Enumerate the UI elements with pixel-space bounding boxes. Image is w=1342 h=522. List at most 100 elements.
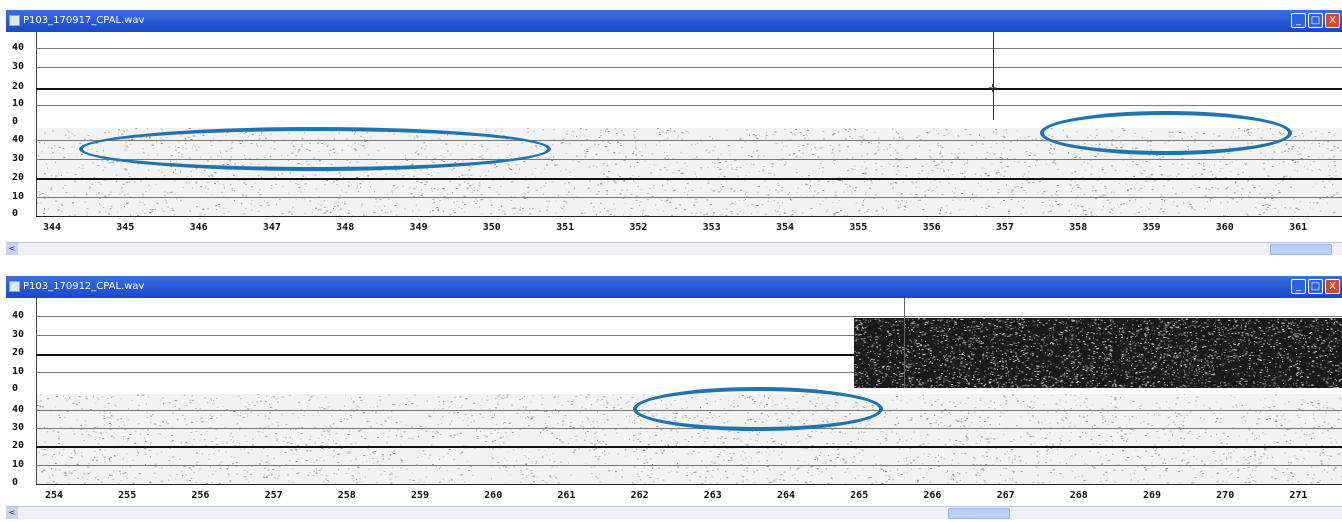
gridline [36, 428, 1342, 429]
file-icon [9, 281, 20, 292]
horizontal-scrollbar[interactable]: < [6, 506, 1342, 519]
gridline [36, 140, 1342, 141]
y-tick-label: 30 [12, 329, 25, 340]
window-title: P103_170917_CPAL.wav [23, 15, 145, 26]
scroll-thumb[interactable] [1270, 244, 1332, 255]
x-tick-label: 357 [995, 222, 1014, 233]
x-tick-label: 344 [42, 222, 62, 233]
x-tick-label: 271 [1289, 490, 1308, 501]
highlight-ellipse [79, 127, 551, 171]
gridline [36, 159, 1342, 160]
highlight-ellipse [1040, 111, 1292, 155]
minimize-button[interactable]: _ [1291, 13, 1306, 28]
x-tick-label: 259 [410, 490, 430, 501]
x-axis [36, 484, 1342, 485]
x-tick-label: 348 [336, 222, 355, 233]
scroll-left-arrow-icon[interactable]: < [6, 507, 18, 519]
x-tick-label: 351 [556, 222, 575, 233]
gridline [36, 105, 1342, 106]
gridline [36, 465, 1342, 466]
title-bar[interactable]: P103_170912_CPAL.wav _ □ X [6, 276, 1342, 298]
maximize-button[interactable]: □ [1308, 279, 1323, 294]
gridline [36, 446, 1342, 448]
x-tick-label: 359 [1142, 222, 1161, 233]
x-tick-label: 356 [922, 222, 941, 233]
y-tick-label: 10 [12, 459, 25, 470]
window-title: P103_170912_CPAL.wav [23, 281, 145, 292]
y-tick-label: 40 [12, 310, 25, 321]
y-tick-label: 30 [12, 61, 25, 72]
x-tick-label: 264 [776, 490, 796, 501]
file-icon [9, 15, 20, 26]
gridline [36, 316, 1342, 317]
title-bar[interactable]: P103_170917_CPAL.wav _ □ X [6, 10, 1342, 32]
y-tick-label: 0 [12, 116, 19, 127]
x-tick-label: 254 [44, 490, 64, 501]
dark-spectrogram-block [854, 318, 1342, 388]
x-tick-label: 358 [1069, 222, 1088, 233]
cursor-line [904, 298, 905, 388]
gridline [36, 178, 1342, 180]
x-tick-label: 266 [923, 490, 942, 501]
gridline [36, 88, 1342, 90]
spectrogram-window-2: P103_170912_CPAL.wav _ □ X 40 30 20 10 0… [6, 276, 1342, 520]
y-tick-label: 20 [12, 172, 25, 183]
x-tick-label: 347 [262, 222, 281, 233]
x-tick-label: 352 [629, 222, 648, 233]
x-tick-label: 265 [850, 490, 869, 501]
y-tick-label: 10 [12, 98, 25, 109]
x-tick-label: 353 [702, 222, 721, 233]
scroll-left-arrow-icon[interactable]: < [6, 243, 18, 255]
y-axis [36, 128, 37, 216]
x-tick-label: 257 [264, 490, 283, 501]
x-tick-label: 258 [337, 490, 356, 501]
x-tick-label: 355 [849, 222, 868, 233]
y-tick-label: 20 [12, 440, 25, 451]
x-tick-label: 349 [409, 222, 428, 233]
x-tick-label: 360 [1215, 222, 1234, 233]
y-tick-label: 0 [12, 383, 19, 394]
x-tick-label: 260 [484, 490, 503, 501]
gridline [36, 197, 1342, 198]
x-tick-label: 261 [557, 490, 576, 501]
y-tick-label: 40 [12, 134, 25, 145]
scroll-thumb[interactable] [948, 508, 1010, 519]
gridline [36, 67, 1342, 68]
x-tick-label: 255 [118, 490, 137, 501]
y-tick-label: 40 [12, 42, 25, 53]
horizontal-scrollbar[interactable]: < [6, 242, 1342, 255]
y-tick-label: 20 [12, 81, 25, 92]
maximize-button[interactable]: □ [1308, 13, 1323, 28]
x-tick-label: 268 [1069, 490, 1088, 501]
y-axis [36, 394, 37, 484]
dark-noise [854, 318, 1342, 388]
y-axis [36, 32, 37, 128]
x-tick-label: 269 [1142, 490, 1162, 501]
y-tick-label: 40 [12, 404, 25, 415]
spectrogram-window-1: P103_170917_CPAL.wav _ □ X 40 30 20 10 0… [6, 10, 1342, 262]
close-button[interactable]: X [1325, 279, 1340, 294]
y-tick-label: 20 [12, 347, 25, 358]
x-tick-label: 350 [482, 222, 501, 233]
x-tick-label: 262 [630, 490, 649, 501]
gridline [36, 48, 1342, 49]
x-tick-label: 346 [189, 222, 208, 233]
x-tick-label: 270 [1216, 490, 1235, 501]
highlight-ellipse [633, 387, 883, 431]
cursor-line [993, 32, 994, 120]
gridline [36, 335, 1342, 336]
close-button[interactable]: X [1325, 13, 1340, 28]
y-axis [36, 298, 37, 394]
y-tick-label: 30 [12, 153, 25, 164]
x-tick-label: 263 [703, 490, 722, 501]
gridline [36, 354, 1342, 356]
y-tick-label: 10 [12, 366, 25, 377]
x-axis [36, 216, 1342, 217]
minimize-button[interactable]: _ [1291, 279, 1306, 294]
x-tick-label: 345 [116, 222, 135, 233]
gridline [36, 372, 1342, 373]
y-tick-label: 30 [12, 422, 25, 433]
y-tick-label: 0 [12, 477, 19, 488]
x-tick-label: 256 [191, 490, 210, 501]
crosshair-icon: ✛ [988, 82, 998, 95]
